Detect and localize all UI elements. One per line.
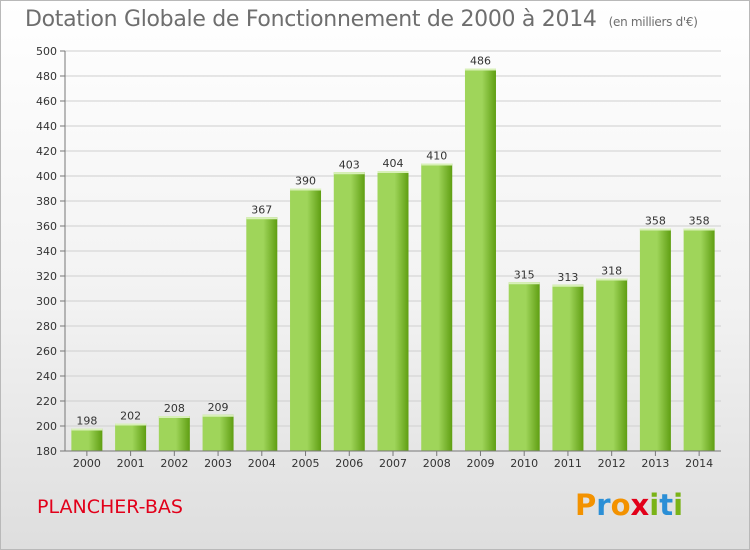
bar-top-highlight	[246, 217, 278, 220]
bar-top-highlight	[596, 278, 628, 281]
x-tick-label: 2004	[248, 457, 276, 470]
x-tick-label: 2013	[641, 457, 669, 470]
bar	[552, 284, 584, 451]
y-tick-label: 400	[36, 170, 57, 183]
data-label: 198	[76, 415, 97, 428]
bar	[639, 228, 671, 451]
x-tick-label: 2010	[510, 457, 538, 470]
data-label: 208	[164, 402, 185, 415]
y-tick-label: 260	[36, 345, 57, 358]
data-label: 313	[557, 271, 578, 284]
data-label: 209	[208, 401, 229, 414]
bars: 198 202 208 209 367 390 403 404 410 486 315 313 318 3…	[71, 55, 715, 451]
bar-top-highlight	[71, 428, 103, 431]
y-tick-label: 220	[36, 395, 57, 408]
bar	[158, 416, 190, 451]
bar	[71, 428, 103, 451]
bar	[333, 172, 365, 451]
logo-letter: r	[596, 488, 611, 522]
x-tick-label: 2008	[423, 457, 451, 470]
data-label: 404	[383, 157, 404, 170]
bar	[464, 68, 496, 451]
x-tick-label: 2014	[685, 457, 713, 470]
bar-top-highlight	[290, 188, 322, 191]
bar-top-highlight	[421, 163, 453, 166]
x-tick-label: 2007	[379, 457, 407, 470]
bar-top-highlight	[683, 228, 715, 231]
proxiti-logo: Proxiti	[575, 488, 683, 522]
bar	[377, 171, 409, 451]
y-tick-label: 360	[36, 220, 57, 233]
x-tick-label: 2006	[335, 457, 363, 470]
commune-name: PLANCHER-BAS	[37, 496, 183, 518]
data-label: 367	[251, 203, 272, 216]
bar	[421, 163, 453, 451]
logo-letter: x	[630, 488, 650, 522]
data-label: 358	[689, 215, 710, 228]
y-tick-label: 320	[36, 270, 57, 283]
bar	[508, 282, 540, 451]
bar	[683, 228, 715, 451]
bar	[115, 423, 147, 451]
x-tick-label: 2005	[292, 457, 320, 470]
x-axis: 2000 2001 2002 2003 2004 2005 2006 2007 2008 2009…	[65, 450, 721, 470]
y-tick-label: 340	[36, 245, 57, 258]
logo-letter: P	[575, 488, 597, 522]
chart-title: Dotation Globale de Fonctionnement de 20…	[25, 7, 698, 32]
bar-top-highlight	[464, 68, 496, 71]
y-tick-label: 460	[36, 95, 57, 108]
data-label: 358	[645, 215, 666, 228]
y-tick-label: 420	[36, 145, 57, 158]
logo-letter: i	[673, 488, 684, 522]
data-label: 390	[295, 175, 316, 188]
data-label: 403	[339, 158, 360, 171]
x-tick-label: 2000	[73, 457, 101, 470]
data-label: 202	[120, 410, 141, 423]
bar	[202, 414, 234, 451]
bar	[596, 278, 628, 451]
y-tick-label: 240	[36, 370, 57, 383]
bar-top-highlight	[377, 171, 409, 173]
logo-letter: o	[610, 488, 631, 522]
y-tick-label: 500	[36, 45, 57, 58]
bar-top-highlight	[552, 284, 584, 287]
y-tick-label: 180	[36, 445, 57, 458]
y-tick-label: 300	[36, 295, 57, 308]
y-tick-label: 440	[36, 120, 57, 133]
x-tick-label: 2011	[554, 457, 582, 470]
bar	[246, 217, 278, 451]
bar-top-highlight	[333, 172, 365, 175]
data-label: 486	[470, 55, 491, 68]
y-tick-label: 380	[36, 195, 57, 208]
x-tick-label: 2009	[466, 457, 494, 470]
data-label: 410	[426, 150, 447, 163]
bar-top-highlight	[158, 416, 190, 418]
x-tick-label: 2012	[598, 457, 626, 470]
y-tick-label: 200	[36, 420, 57, 433]
x-tick-label: 2002	[160, 457, 188, 470]
y-tick-label: 480	[36, 70, 57, 83]
y-axis: 180 200 220 240 260 280 300 320 340 360 380 400 420 4…	[36, 45, 66, 458]
x-tick-label: 2003	[204, 457, 232, 470]
bar-top-highlight	[115, 423, 147, 426]
unit-note: (en milliers d'€)	[608, 15, 698, 29]
y-tick-label: 280	[36, 320, 57, 333]
chart-title-text: Dotation Globale de Fonctionnement de 20…	[25, 7, 597, 32]
x-tick-label: 2001	[117, 457, 145, 470]
data-label: 315	[514, 268, 535, 281]
logo-letter: i	[649, 488, 660, 522]
logo-letter: t	[659, 488, 674, 522]
bar-top-highlight	[202, 414, 234, 417]
bar-top-highlight	[639, 228, 671, 231]
bar	[290, 188, 322, 451]
bar-top-highlight	[508, 282, 540, 285]
data-label: 318	[601, 265, 622, 278]
